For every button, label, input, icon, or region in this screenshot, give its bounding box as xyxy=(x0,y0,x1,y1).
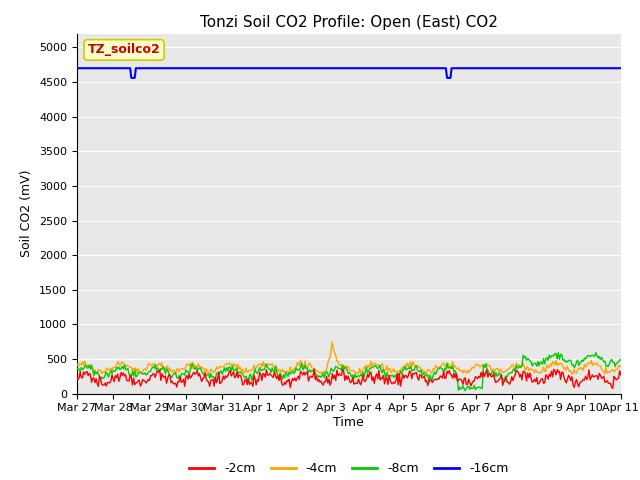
Title: Tonzi Soil CO2 Profile: Open (East) CO2: Tonzi Soil CO2 Profile: Open (East) CO2 xyxy=(200,15,498,30)
Text: TZ_soilco2: TZ_soilco2 xyxy=(88,43,161,56)
Y-axis label: Soil CO2 (mV): Soil CO2 (mV) xyxy=(20,170,33,257)
X-axis label: Time: Time xyxy=(333,416,364,429)
Legend: -2cm, -4cm, -8cm, -16cm: -2cm, -4cm, -8cm, -16cm xyxy=(184,457,513,480)
